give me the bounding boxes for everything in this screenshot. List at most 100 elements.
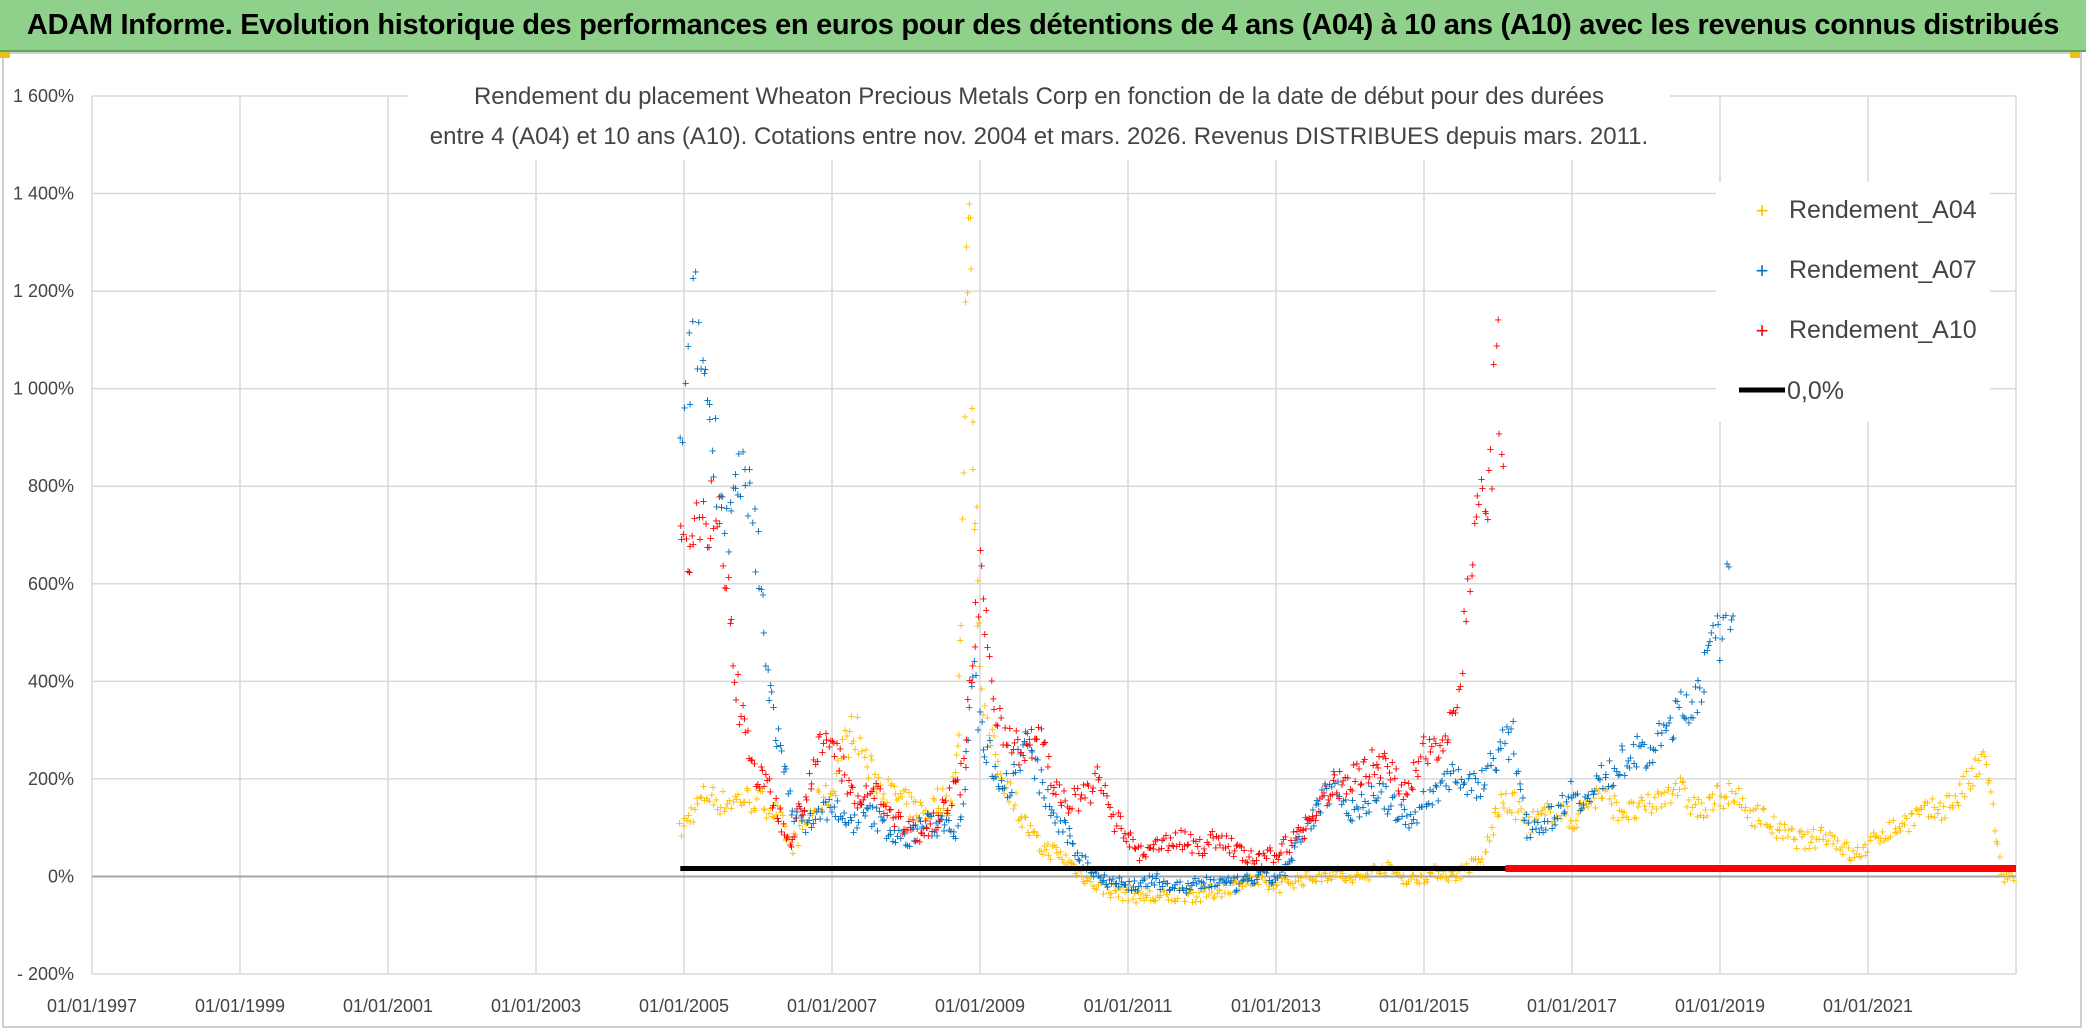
scatter-point: +: [891, 779, 899, 794]
scatter-point: +: [739, 697, 747, 712]
scatter-point: +: [796, 799, 804, 814]
scatter-point: +: [1515, 794, 1523, 809]
scatter-point: +: [1497, 740, 1505, 755]
scatter-point: +: [1126, 878, 1134, 893]
scatter-point: +: [1439, 743, 1447, 758]
scatter-point: +: [1635, 738, 1643, 753]
scatter-point: +: [799, 807, 807, 822]
scatter-point: +: [1034, 827, 1042, 842]
scatter-point: +: [1159, 882, 1167, 897]
scatter-point: +: [1338, 796, 1346, 811]
scatter-point: +: [712, 792, 720, 807]
scatter-point: +: [1073, 868, 1081, 883]
scatter-point: +: [701, 366, 709, 381]
banner-title: ADAM Informe. Evolution historique des p…: [26, 8, 2060, 41]
scatter-point: +: [1326, 868, 1334, 883]
scatter-point: +: [747, 752, 755, 767]
scatter-point: +: [1981, 748, 1989, 763]
scatter-point: +: [1288, 837, 1296, 852]
scatter-point: +: [1658, 786, 1666, 801]
scatter-point: +: [1203, 869, 1211, 884]
scatter-point: +: [1152, 833, 1160, 848]
scatter-point: +: [931, 792, 939, 807]
scatter-point: +: [1122, 834, 1130, 849]
scatter-point: +: [1066, 821, 1074, 836]
scatter-point: +: [1789, 821, 1797, 836]
scatter-point: +: [1138, 880, 1146, 895]
scatter-point: +: [788, 839, 796, 854]
scatter-point: +: [1158, 841, 1166, 856]
y-tick-label: 400%: [28, 671, 74, 691]
scatter-point: +: [1728, 784, 1736, 799]
scatter-point: +: [1268, 874, 1276, 889]
scatter-point: +: [1706, 633, 1714, 648]
scatter-point: +: [838, 773, 846, 788]
scatter-point: +: [967, 210, 975, 225]
scatter-point: +: [792, 827, 800, 842]
series-Rendement_A10: ++++++++++++++++++++++++++++++++++++++++…: [677, 312, 1507, 874]
scatter-point: +: [1201, 846, 1209, 861]
scatter-point: +: [935, 808, 943, 823]
scatter-point: +: [895, 791, 903, 806]
scatter-point: +: [1426, 865, 1434, 880]
scatter-point: +: [1074, 851, 1082, 866]
scatter-point: +: [1493, 763, 1501, 778]
scatter-point: +: [1190, 833, 1198, 848]
scatter-point: +: [759, 762, 767, 777]
x-tick-label: 01/01/1999: [195, 996, 285, 1016]
scatter-point: +: [1105, 797, 1113, 812]
scatter-point: +: [1618, 804, 1626, 819]
scatter-point: +: [1568, 790, 1576, 805]
scatter-point: +: [1625, 812, 1633, 827]
scatter-point: +: [1318, 873, 1326, 888]
scatter-point: +: [822, 794, 830, 809]
scatter-point: +: [1171, 893, 1179, 908]
scatter-point: +: [841, 814, 849, 829]
scatter-point: +: [710, 797, 718, 812]
scatter-point: +: [1014, 732, 1022, 747]
scatter-point: +: [851, 807, 859, 822]
scatter-point: +: [1426, 732, 1434, 747]
scatter-point: +: [1256, 868, 1264, 883]
scatter-point: +: [1963, 764, 1971, 779]
scatter-point: +: [1187, 827, 1195, 842]
scatter-point: +: [786, 783, 794, 798]
scatter-point: +: [854, 710, 862, 725]
scatter-point: +: [1227, 873, 1235, 888]
scatter-point: +: [1131, 840, 1139, 855]
scatter-point: +: [1748, 817, 1756, 832]
scatter-point: +: [1536, 825, 1544, 840]
scatter-point: +: [1019, 737, 1027, 752]
scatter-point: +: [1415, 753, 1423, 768]
scatter-point: +: [1228, 875, 1236, 890]
scatter-point: +: [719, 558, 727, 573]
scatter-point: +: [1598, 757, 1606, 772]
scatter-point: +: [1100, 786, 1108, 801]
scatter-point: +: [1156, 881, 1164, 896]
scatter-point: +: [700, 494, 708, 509]
scatter-point: +: [1292, 830, 1300, 845]
scatter-point: +: [875, 770, 883, 785]
scatter-point: +: [1580, 800, 1588, 815]
scatter-point: +: [1024, 738, 1032, 753]
scatter-point: +: [1284, 856, 1292, 871]
x-tick-label: 01/01/2021: [1823, 996, 1913, 1016]
scatter-point: +: [1033, 731, 1041, 746]
scatter-point: +: [913, 808, 921, 823]
scatter-point: +: [1621, 767, 1629, 782]
scatter-point: +: [1523, 806, 1531, 821]
scatter-point: +: [705, 539, 713, 554]
scatter-point: +: [992, 769, 1000, 784]
scatter-point: +: [724, 796, 732, 811]
scatter-point: +: [856, 794, 864, 809]
scatter-point: +: [1032, 751, 1040, 766]
scatter-point: +: [1569, 821, 1577, 836]
scatter-point: +: [1149, 891, 1157, 906]
scatter-point: +: [1011, 797, 1019, 812]
scatter-point: +: [844, 786, 852, 801]
scatter-point: +: [1936, 795, 1944, 810]
scatter-point: +: [1582, 793, 1590, 808]
scatter-point: +: [1905, 824, 1913, 839]
scatter-point: +: [1890, 813, 1898, 828]
scatter-point: +: [807, 803, 815, 818]
